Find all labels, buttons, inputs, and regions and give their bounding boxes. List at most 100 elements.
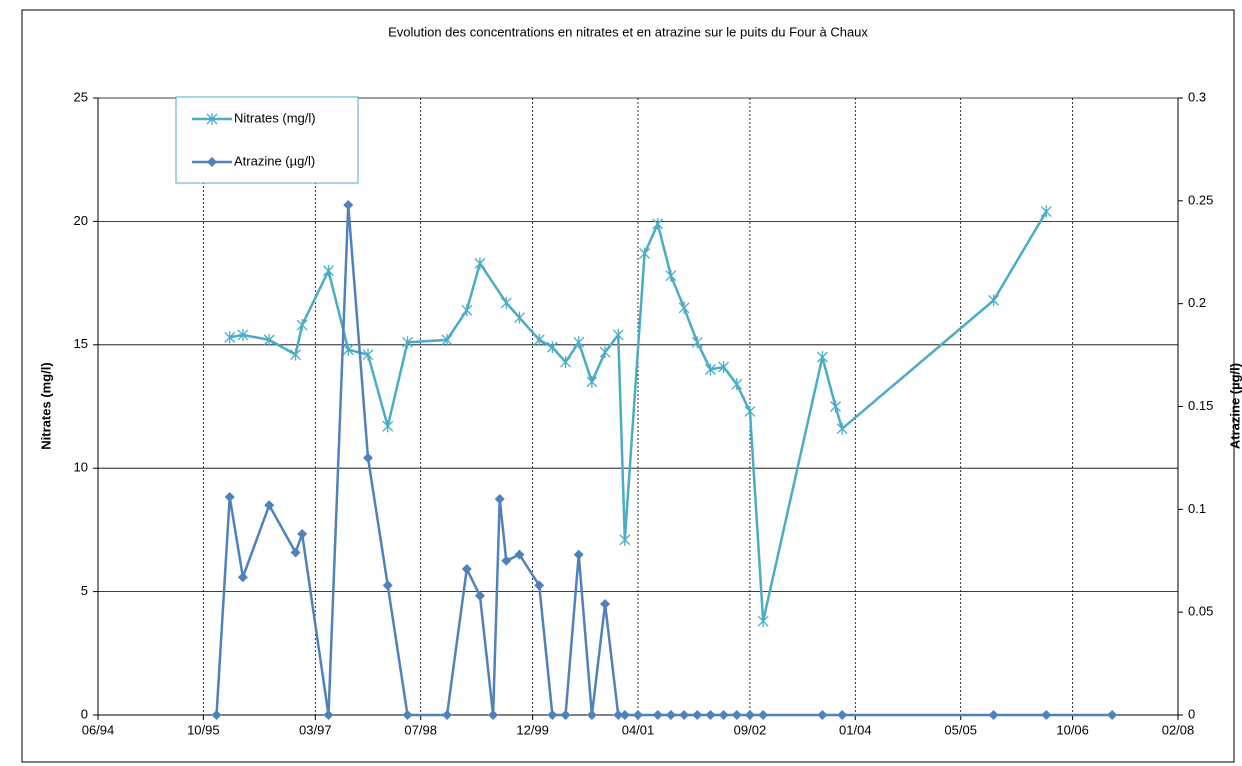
data-point	[757, 615, 769, 628]
data-point	[988, 294, 1000, 307]
data-point	[744, 405, 756, 418]
data-point	[705, 710, 716, 720]
data-point	[704, 363, 716, 376]
data-point	[573, 336, 585, 349]
y2-tick-label: 0.15	[1188, 398, 1213, 413]
data-point	[442, 710, 453, 720]
data-point	[461, 304, 473, 317]
data-point	[633, 710, 643, 720]
data-point	[830, 400, 842, 413]
series-line	[229, 210, 1048, 622]
data-point	[678, 301, 690, 314]
x-tick-label: 07/98	[404, 722, 437, 737]
x-tick-label: 05/05	[944, 722, 977, 737]
data-point	[816, 351, 828, 364]
data-point	[744, 710, 755, 720]
y-axis-title: Nitrates (mg/l)	[38, 362, 53, 449]
y2-tick-label: 0.3	[1188, 89, 1206, 104]
data-point	[731, 710, 742, 720]
data-point	[988, 710, 999, 720]
data-point	[441, 333, 453, 346]
data-point	[731, 378, 743, 391]
data-point	[263, 333, 275, 346]
data-point	[362, 348, 374, 361]
y2-tick-label: 0.05	[1188, 604, 1213, 619]
x-tick-label: 10/06	[1056, 722, 1089, 737]
x-tick-label: 12/99	[516, 722, 549, 737]
data-point	[461, 563, 472, 574]
data-point	[599, 346, 611, 359]
data-point	[665, 269, 677, 282]
data-point	[402, 336, 413, 349]
y-tick-label: 0	[81, 706, 88, 721]
y-tick-label: 15	[74, 336, 88, 351]
data-point	[1040, 205, 1052, 218]
data-point	[296, 319, 308, 332]
y2-tick-label: 0	[1188, 706, 1195, 721]
y2-axis-title: Atrazine (µg/l)	[1227, 363, 1242, 449]
data-point	[382, 420, 394, 433]
y2-tick-label: 0.25	[1188, 192, 1213, 207]
data-point	[488, 710, 499, 720]
data-point	[534, 580, 545, 591]
y-tick-label: 25	[74, 89, 88, 104]
data-point	[323, 710, 334, 720]
data-point	[619, 710, 630, 720]
data-point	[560, 710, 571, 720]
x-tick-label: 06/94	[82, 722, 115, 737]
legend-label: Nitrates (mg/l)	[234, 110, 316, 125]
data-point	[237, 572, 248, 583]
data-point	[224, 331, 236, 344]
data-point	[514, 311, 525, 324]
data-point	[817, 710, 828, 720]
x-tick-label: 02/08	[1162, 722, 1195, 737]
data-point	[560, 356, 572, 369]
data-point	[382, 580, 393, 591]
chart-title: Evolution des concentrations en nitrates…	[388, 24, 868, 39]
x-tick-label: 01/04	[839, 722, 872, 737]
data-point	[237, 328, 249, 341]
data-point	[1107, 710, 1118, 720]
data-point	[586, 710, 597, 720]
data-point	[290, 547, 301, 558]
data-point	[612, 328, 624, 341]
data-point	[363, 452, 373, 463]
data-point	[494, 494, 505, 505]
data-point	[501, 555, 512, 566]
data-point	[758, 710, 769, 720]
x-tick-label: 09/02	[734, 722, 767, 737]
data-point	[718, 710, 729, 720]
data-point	[718, 361, 730, 374]
y2-tick-label: 0.1	[1188, 501, 1206, 516]
data-point	[547, 710, 558, 720]
data-point	[474, 257, 486, 270]
data-point	[342, 343, 354, 356]
data-point	[652, 217, 664, 230]
data-point	[402, 710, 413, 720]
data-point	[837, 710, 848, 720]
data-point	[679, 710, 690, 720]
legend-label: Atrazine (µg/l)	[234, 153, 315, 168]
data-point	[323, 264, 334, 277]
data-point	[500, 296, 512, 309]
data-point	[665, 710, 676, 720]
y-tick-label: 5	[81, 583, 88, 598]
data-point	[586, 375, 598, 388]
data-point	[264, 500, 275, 511]
data-point	[514, 549, 525, 560]
y-tick-label: 10	[74, 460, 88, 475]
data-point	[652, 710, 663, 720]
y-tick-label: 20	[74, 213, 88, 228]
data-point	[691, 336, 703, 349]
data-point	[639, 247, 651, 260]
data-point	[211, 710, 222, 720]
y2-tick-label: 0.2	[1188, 295, 1206, 310]
data-point	[600, 598, 611, 609]
data-point	[573, 549, 584, 560]
data-point	[533, 333, 545, 346]
x-tick-label: 10/95	[187, 722, 220, 737]
data-point	[297, 529, 308, 540]
data-point	[836, 422, 848, 435]
